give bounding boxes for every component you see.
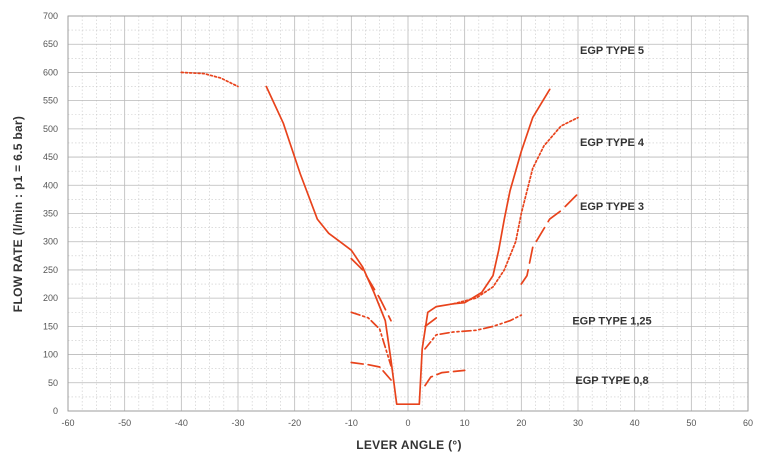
chart-ticks: -60 -50 -40 -30 -20 -10 0 10 20 30 40 50 60050100150… — [43, 11, 753, 428]
series-line-4 — [350, 311, 392, 367]
y-tick-label: 50 — [48, 378, 58, 388]
y-tick-label: 150 — [43, 321, 58, 331]
chart-series — [180, 71, 579, 406]
series-label-4: EGP TYPE 1,25 — [572, 316, 651, 328]
series-line-2 — [180, 71, 239, 88]
series-label-3: EGP TYPE 3 — [580, 201, 644, 213]
series-line-1 — [265, 85, 551, 406]
x-tick-label: 50 — [686, 418, 696, 428]
y-tick-label: 650 — [43, 39, 58, 49]
x-tick-label: -50 — [118, 418, 131, 428]
series-label-2: EGP TYPE 4 — [580, 137, 645, 149]
x-tick-label: 30 — [573, 418, 583, 428]
series-label-5: EGP TYPE 0,8 — [575, 375, 648, 387]
y-axis-title: FLOW RATE (l/min : p1 = 6.5 bar) — [11, 116, 25, 312]
series-line-2 — [452, 116, 579, 305]
y-tick-label: 400 — [43, 180, 58, 190]
x-tick-label: -40 — [175, 418, 188, 428]
y-tick-label: 100 — [43, 350, 58, 360]
series-line-5 — [350, 361, 392, 381]
x-tick-label: 0 — [405, 418, 410, 428]
y-tick-label: 550 — [43, 96, 58, 106]
x-tick-label: 40 — [630, 418, 640, 428]
x-tick-label: -30 — [231, 418, 244, 428]
y-tick-label: 500 — [43, 124, 58, 134]
y-tick-label: 250 — [43, 265, 58, 275]
y-tick-label: 700 — [43, 11, 58, 21]
y-tick-label: 350 — [43, 209, 58, 219]
x-tick-label: -10 — [345, 418, 358, 428]
x-tick-label: 20 — [516, 418, 526, 428]
plot-frame — [67, 15, 749, 412]
chart-grid — [67, 15, 749, 412]
y-tick-label: 0 — [53, 406, 58, 416]
y-tick-label: 450 — [43, 152, 58, 162]
series-label-1: EGP TYPE 5 — [580, 45, 644, 57]
x-tick-label: 60 — [743, 418, 753, 428]
series-line-3 — [520, 192, 579, 285]
series-line-3 — [350, 257, 392, 322]
x-tick-label: 10 — [460, 418, 470, 428]
x-tick-label: -20 — [288, 418, 301, 428]
x-axis-title: LEVER ANGLE (°) — [356, 438, 462, 452]
y-tick-label: 200 — [43, 293, 58, 303]
series-line-3 — [424, 317, 438, 328]
x-tick-label: -60 — [61, 418, 74, 428]
series-line-4 — [424, 314, 523, 350]
y-tick-label: 300 — [43, 237, 58, 247]
series-line-5 — [424, 369, 466, 387]
chart-series-labels: EGP TYPE 5 EGP TYPE 4 EGP TYPE 3 EGP TYPE 1… — [572, 45, 651, 387]
y-tick-label: 600 — [43, 67, 58, 77]
